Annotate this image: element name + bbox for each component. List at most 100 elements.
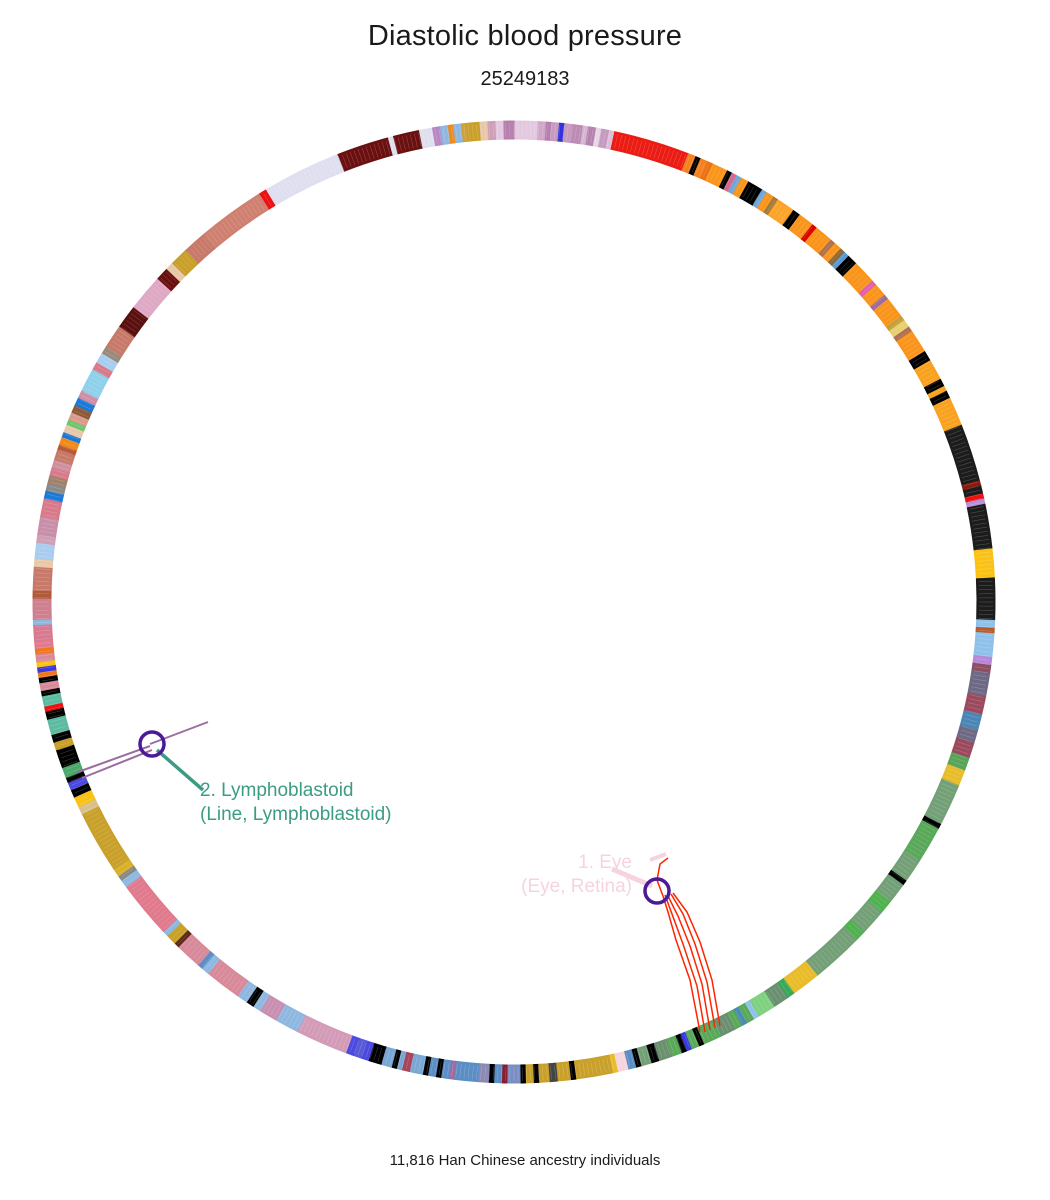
lymphoblastoid-marker-circle[interactable] bbox=[138, 730, 166, 758]
ring-tick bbox=[728, 1014, 736, 1027]
ring-tick bbox=[116, 333, 129, 343]
ring-segment bbox=[679, 1031, 692, 1052]
ring-tick bbox=[160, 278, 172, 289]
ring-tick bbox=[346, 153, 352, 167]
ring-tick bbox=[963, 477, 977, 482]
ring-segment bbox=[47, 474, 68, 488]
ring-segment bbox=[843, 919, 865, 941]
ring-tick bbox=[78, 794, 91, 801]
ring-segment bbox=[975, 619, 996, 629]
eye-marker-circle[interactable] bbox=[643, 877, 671, 905]
ring-segment bbox=[61, 761, 84, 779]
ring-tick bbox=[190, 944, 201, 956]
ring-tick bbox=[322, 1028, 329, 1042]
ring-tick bbox=[977, 560, 992, 562]
ring-tick bbox=[803, 226, 813, 239]
ring-tick bbox=[463, 125, 466, 140]
ring-segment bbox=[975, 577, 996, 621]
ring-segment bbox=[55, 744, 80, 769]
ring-segment bbox=[197, 950, 215, 969]
ring-tick bbox=[476, 1065, 478, 1080]
ring-tick bbox=[684, 1034, 690, 1048]
ring-segment bbox=[265, 153, 345, 206]
ring-segment bbox=[924, 778, 960, 825]
ring-tick bbox=[492, 1066, 494, 1081]
ring-segment bbox=[201, 954, 221, 974]
ring-tick bbox=[562, 125, 565, 140]
ring-tick bbox=[334, 1033, 341, 1047]
ring-tick bbox=[35, 580, 50, 582]
ring-tick bbox=[749, 189, 758, 202]
ring-tick bbox=[112, 855, 125, 864]
ring-tick bbox=[245, 204, 255, 217]
ring-segment bbox=[875, 873, 904, 903]
ring-tick bbox=[66, 768, 80, 774]
ring-tick bbox=[36, 564, 51, 566]
ring-tick bbox=[35, 622, 50, 624]
ring-tick bbox=[163, 275, 175, 286]
annotation-2-line2[interactable]: (Line, Lymphoblastoid) bbox=[200, 804, 392, 825]
ring-tick bbox=[641, 1048, 647, 1063]
ring-tick bbox=[783, 211, 793, 224]
ring-tick bbox=[974, 662, 989, 665]
ring-tick bbox=[128, 878, 141, 888]
ring-tick bbox=[773, 987, 783, 1000]
ring-tick bbox=[315, 166, 322, 179]
ring-tick bbox=[342, 154, 348, 168]
annotation-1-line1[interactable]: 1. Eye bbox=[578, 852, 632, 873]
ring-tick bbox=[326, 1029, 333, 1044]
ring-segment bbox=[81, 805, 130, 870]
ring-tick bbox=[924, 820, 938, 828]
ring-tick bbox=[373, 1046, 379, 1061]
ring-tick bbox=[906, 344, 919, 353]
ring-tick bbox=[349, 1038, 356, 1053]
ring-tick bbox=[538, 123, 540, 138]
lymphoblastoid-connector-line-2 bbox=[81, 749, 153, 779]
ring-tick bbox=[926, 816, 939, 824]
ring-tick bbox=[763, 994, 772, 1007]
ring-tick bbox=[732, 178, 740, 192]
ring-tick bbox=[476, 124, 478, 139]
ring-segment bbox=[422, 1056, 432, 1076]
ring-segment bbox=[610, 131, 689, 172]
ring-tick bbox=[856, 915, 868, 926]
ring-tick bbox=[410, 134, 414, 149]
ring-tick bbox=[330, 1031, 337, 1045]
ring-tick bbox=[931, 805, 945, 813]
ring-segment bbox=[608, 1053, 619, 1074]
ring-segment bbox=[501, 1064, 508, 1084]
ring-tick bbox=[218, 968, 228, 980]
ring-tick bbox=[107, 848, 120, 857]
ring-tick bbox=[534, 1066, 536, 1081]
ring-tick bbox=[62, 441, 76, 447]
ring-tick bbox=[949, 434, 963, 440]
ring-tick bbox=[447, 1062, 450, 1077]
ring-tick bbox=[296, 175, 304, 188]
ring-tick bbox=[943, 779, 957, 786]
ring-segment bbox=[121, 869, 142, 888]
ring-tick bbox=[39, 662, 54, 665]
ring-tick bbox=[225, 219, 235, 231]
ring-tick bbox=[256, 197, 265, 210]
ring-tick bbox=[851, 272, 862, 283]
ring-tick bbox=[42, 686, 57, 690]
ring-segment bbox=[570, 124, 584, 145]
ring-segment bbox=[70, 782, 92, 798]
annotation-1-line2[interactable]: (Eye, Retina) bbox=[521, 876, 632, 897]
ring-tick bbox=[724, 1016, 732, 1029]
lymphoblastoid-label-leader bbox=[155, 748, 205, 792]
ring-tick bbox=[897, 330, 909, 339]
ring-tick bbox=[330, 159, 337, 173]
ring-tick bbox=[89, 816, 102, 824]
ring-tick bbox=[35, 576, 50, 578]
ring-segment bbox=[613, 1051, 629, 1073]
ring-tick bbox=[79, 798, 93, 805]
ring-tick bbox=[977, 568, 992, 570]
ring-segment bbox=[923, 378, 945, 395]
ring-tick bbox=[303, 171, 311, 185]
ring-tick bbox=[381, 1048, 387, 1063]
ring-segment bbox=[592, 127, 602, 148]
ring-tick bbox=[618, 135, 622, 149]
annotation-2-line1[interactable]: 2. Lymphoblastoid bbox=[200, 780, 354, 801]
